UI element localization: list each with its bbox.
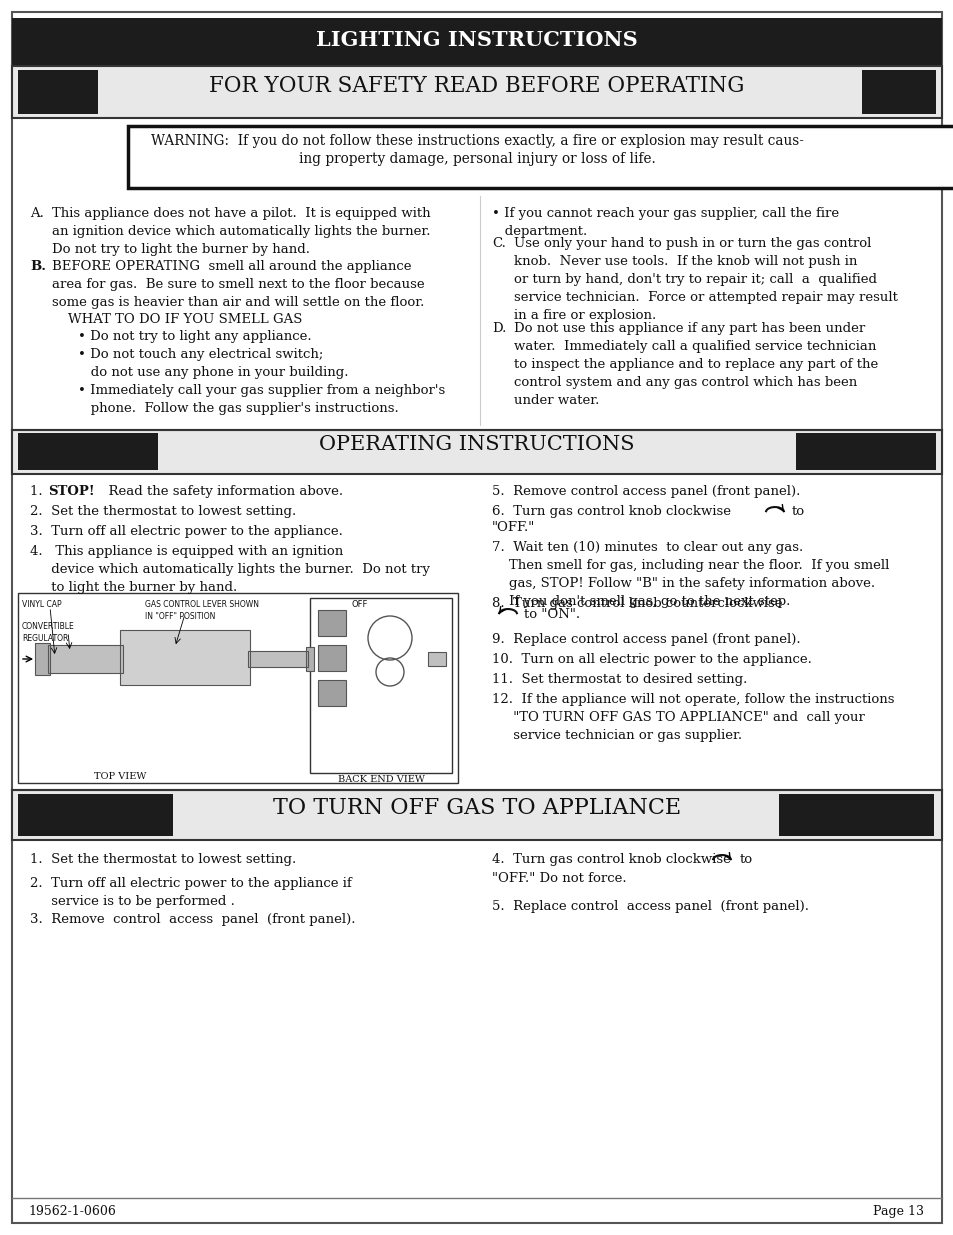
Text: WARNING:  If you do not follow these instructions exactly, a fire or explosion m: WARNING: If you do not follow these inst… <box>151 135 802 148</box>
Text: to: to <box>740 853 752 866</box>
Bar <box>248 651 308 667</box>
Text: ing property damage, personal injury or loss of life.: ing property damage, personal injury or … <box>298 152 655 165</box>
Bar <box>317 645 346 671</box>
Text: to "ON".: to "ON". <box>523 608 579 621</box>
Text: 4.  Turn gas control knob clockwise: 4. Turn gas control knob clockwise <box>492 853 730 866</box>
Bar <box>317 610 346 636</box>
Text: 5.  Remove control access panel (front panel).: 5. Remove control access panel (front pa… <box>492 485 800 498</box>
Text: TOP VIEW: TOP VIEW <box>93 772 146 781</box>
Bar <box>317 645 346 671</box>
Text: LIGHTING INSTRUCTIONS: LIGHTING INSTRUCTIONS <box>315 30 638 49</box>
Bar <box>862 70 935 114</box>
Bar <box>120 630 250 685</box>
Bar <box>18 593 457 783</box>
Bar <box>18 794 172 836</box>
Text: "OFF.": "OFF." <box>492 521 535 534</box>
Text: 2.  Turn off all electric power to the appliance if
     service is to be perfor: 2. Turn off all electric power to the ap… <box>30 877 352 908</box>
Bar <box>12 65 941 119</box>
Bar <box>128 126 953 188</box>
Text: GAS CONTROL LEVER SHOWN
IN "OFF" POSITION: GAS CONTROL LEVER SHOWN IN "OFF" POSITIO… <box>145 600 258 621</box>
Bar <box>306 647 314 671</box>
Bar <box>317 680 346 706</box>
Text: 9.  Replace control access panel (front panel).: 9. Replace control access panel (front p… <box>492 634 800 646</box>
Text: BEFORE OPERATING  smell all around the appliance
area for gas.  Be sure to smell: BEFORE OPERATING smell all around the ap… <box>52 261 424 309</box>
Text: • If you cannot reach your gas supplier, call the fire
   department.: • If you cannot reach your gas supplier,… <box>492 207 839 238</box>
Bar <box>35 643 50 676</box>
Bar <box>306 647 314 671</box>
Text: 7.  Wait ten (10) minutes  to clear out any gas.
    Then smell for gas, includi: 7. Wait ten (10) minutes to clear out an… <box>492 541 888 608</box>
Bar <box>35 643 50 676</box>
Bar <box>18 433 158 471</box>
Text: STOP!: STOP! <box>48 485 94 498</box>
Text: 5.  Replace control  access panel  (front panel).: 5. Replace control access panel (front p… <box>492 900 808 913</box>
Bar <box>48 645 123 673</box>
Text: D.: D. <box>492 322 506 335</box>
Bar <box>317 610 346 636</box>
Text: 4.   This appliance is equipped with an ignition
     device which automatically: 4. This appliance is equipped with an ig… <box>30 545 430 594</box>
Text: Read the safety information above.: Read the safety information above. <box>100 485 343 498</box>
Text: 1.: 1. <box>30 485 47 498</box>
Bar <box>48 645 123 673</box>
Text: Use only your hand to push in or turn the gas control
knob.  Never use tools.  I: Use only your hand to push in or turn th… <box>514 237 897 322</box>
Bar <box>317 680 346 706</box>
Text: 8.  Turn gas control knob counterclockwise: 8. Turn gas control knob counterclockwis… <box>492 597 781 610</box>
Bar <box>779 794 933 836</box>
Bar <box>12 430 941 474</box>
Text: TO TURN OFF GAS TO APPLIANCE: TO TURN OFF GAS TO APPLIANCE <box>273 797 680 819</box>
Text: A.: A. <box>30 207 44 220</box>
Bar <box>18 70 98 114</box>
Text: CONVERTIBLE
REGULATOR: CONVERTIBLE REGULATOR <box>22 622 74 642</box>
Text: Page 13: Page 13 <box>872 1205 923 1218</box>
Text: 1.  Set the thermostat to lowest setting.: 1. Set the thermostat to lowest setting. <box>30 853 296 866</box>
Text: C.: C. <box>492 237 505 249</box>
Bar <box>310 598 452 773</box>
Text: 3.  Remove  control  access  panel  (front panel).: 3. Remove control access panel (front pa… <box>30 913 355 926</box>
Bar <box>12 790 941 840</box>
Bar <box>120 630 250 685</box>
Text: to: to <box>791 505 804 517</box>
Text: 11.  Set thermostat to desired setting.: 11. Set thermostat to desired setting. <box>492 673 746 685</box>
Bar <box>795 433 935 471</box>
Text: BACK END VIEW: BACK END VIEW <box>337 776 424 784</box>
Text: WHAT TO DO IF YOU SMELL GAS: WHAT TO DO IF YOU SMELL GAS <box>68 312 302 326</box>
Bar <box>12 430 941 474</box>
Text: This appliance does not have a pilot.  It is equipped with
an ignition device wh: This appliance does not have a pilot. It… <box>52 207 430 256</box>
Text: Do not use this appliance if any part has been under
water.  Immediately call a : Do not use this appliance if any part ha… <box>514 322 878 408</box>
Text: 2.  Set the thermostat to lowest setting.: 2. Set the thermostat to lowest setting. <box>30 505 296 517</box>
Text: B.: B. <box>30 261 46 273</box>
Bar <box>248 651 308 667</box>
Bar <box>12 790 941 840</box>
Text: 3.  Turn off all electric power to the appliance.: 3. Turn off all electric power to the ap… <box>30 525 342 538</box>
Text: FOR YOUR SAFETY READ BEFORE OPERATING: FOR YOUR SAFETY READ BEFORE OPERATING <box>209 75 744 98</box>
Text: 19562-1-0606: 19562-1-0606 <box>28 1205 115 1218</box>
Text: VINYL CAP: VINYL CAP <box>22 600 62 609</box>
Bar <box>428 652 446 666</box>
Text: 6.  Turn gas control knob clockwise: 6. Turn gas control knob clockwise <box>492 505 730 517</box>
Bar <box>12 65 941 119</box>
Text: OPERATING INSTRUCTIONS: OPERATING INSTRUCTIONS <box>319 435 634 454</box>
Text: • Do not try to light any appliance.
• Do not touch any electrical switch;
   do: • Do not try to light any appliance. • D… <box>78 330 445 415</box>
Text: "OFF." Do not force.: "OFF." Do not force. <box>492 872 626 885</box>
Text: OFF: OFF <box>352 600 368 609</box>
Text: 10.  Turn on all electric power to the appliance.: 10. Turn on all electric power to the ap… <box>492 653 811 666</box>
Bar <box>428 652 446 666</box>
Bar <box>12 19 941 65</box>
Text: 12.  If the appliance will not operate, follow the instructions
     "TO TURN OF: 12. If the appliance will not operate, f… <box>492 693 894 742</box>
